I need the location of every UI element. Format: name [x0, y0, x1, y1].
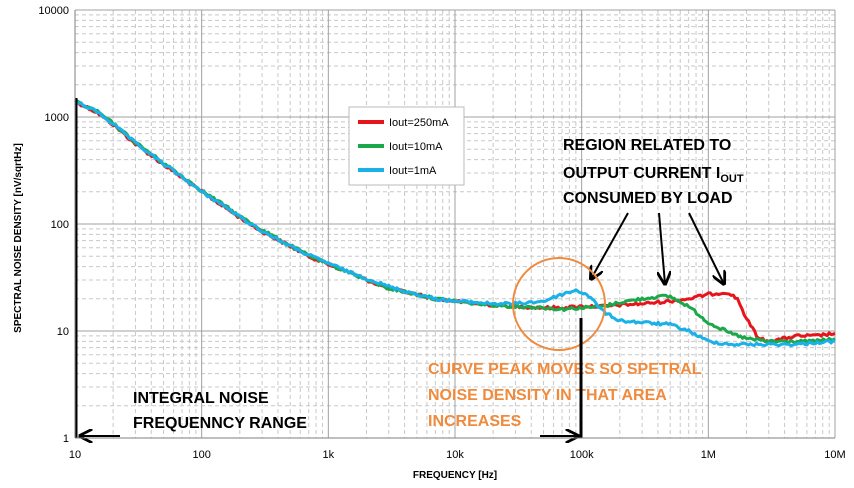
integral-range-line-2: FREQUENNCY RANGE [133, 415, 307, 432]
peak-annotation-line-2: NOISE DENSITY IN THAT AREA [428, 387, 667, 404]
region-annotation-line-2: OUTPUT CURRENT IOUT [563, 165, 744, 185]
y-axis-title: SPECTRAL NOISE DENSITY [nV/sqrtHz] [13, 143, 24, 333]
x-tick-label: 10 [69, 449, 81, 461]
legend-label-series-3: Iout=1mA [389, 165, 437, 177]
region-annotation-line-2-main: OUTPUT CURRENT I [563, 165, 720, 182]
legend: Iout=250mA Iout=10mA Iout=1mA [348, 106, 465, 186]
integral-range-line-1: INTEGRAL NOISE [133, 390, 269, 407]
x-tick-label: 100 [192, 449, 210, 461]
y-tick-label: 100 [51, 219, 69, 231]
region-annotation: REGION RELATED TO OUTPUT CURRENT IOUT CO… [563, 137, 744, 207]
peak-annotation-line-3: INCREASES [428, 413, 522, 430]
x-axis-title: FREQUENCY [Hz] [413, 470, 497, 481]
x-tick-label: 100k [570, 449, 594, 461]
legend-label-series-1: Iout=250mA [389, 117, 449, 129]
series-lines [73, 99, 836, 348]
peak-annotation-line-1: CURVE PEAK MOVES SO SPETRAL [428, 361, 702, 378]
region-annotation-line-1: REGION RELATED TO [563, 137, 731, 154]
x-tick-label: 1M [701, 449, 716, 461]
x-tick-labels: 10 100 1k 10k 100k 1M 10M [69, 449, 846, 461]
region-annotation-subscript: OUT [720, 173, 744, 185]
region-arrow-250mA [688, 212, 724, 284]
peak-region-circle [512, 257, 606, 351]
integral-range-annotation: INTEGRAL NOISE FREQUENNCY RANGE [74, 98, 583, 438]
series-line-3 [73, 99, 836, 348]
y-tick-label: 1 [63, 433, 69, 445]
region-annotation-line-3: CONSUMED BY LOAD [563, 190, 733, 207]
y-tick-labels: 1 10 100 1000 10000 [38, 5, 69, 445]
y-tick-label: 1000 [45, 112, 69, 124]
x-tick-label: 10M [824, 449, 845, 461]
region-arrow-10mA [659, 212, 665, 284]
y-tick-label: 10000 [38, 5, 69, 17]
x-tick-label: 1k [323, 449, 335, 461]
peak-annotation: CURVE PEAK MOVES SO SPETRAL NOISE DENSIT… [428, 361, 702, 430]
legend-label-series-2: Iout=10mA [389, 141, 443, 153]
x-tick-label: 10k [446, 449, 464, 461]
region-arrow-1mA [591, 212, 629, 279]
y-tick-label: 10 [57, 326, 69, 338]
